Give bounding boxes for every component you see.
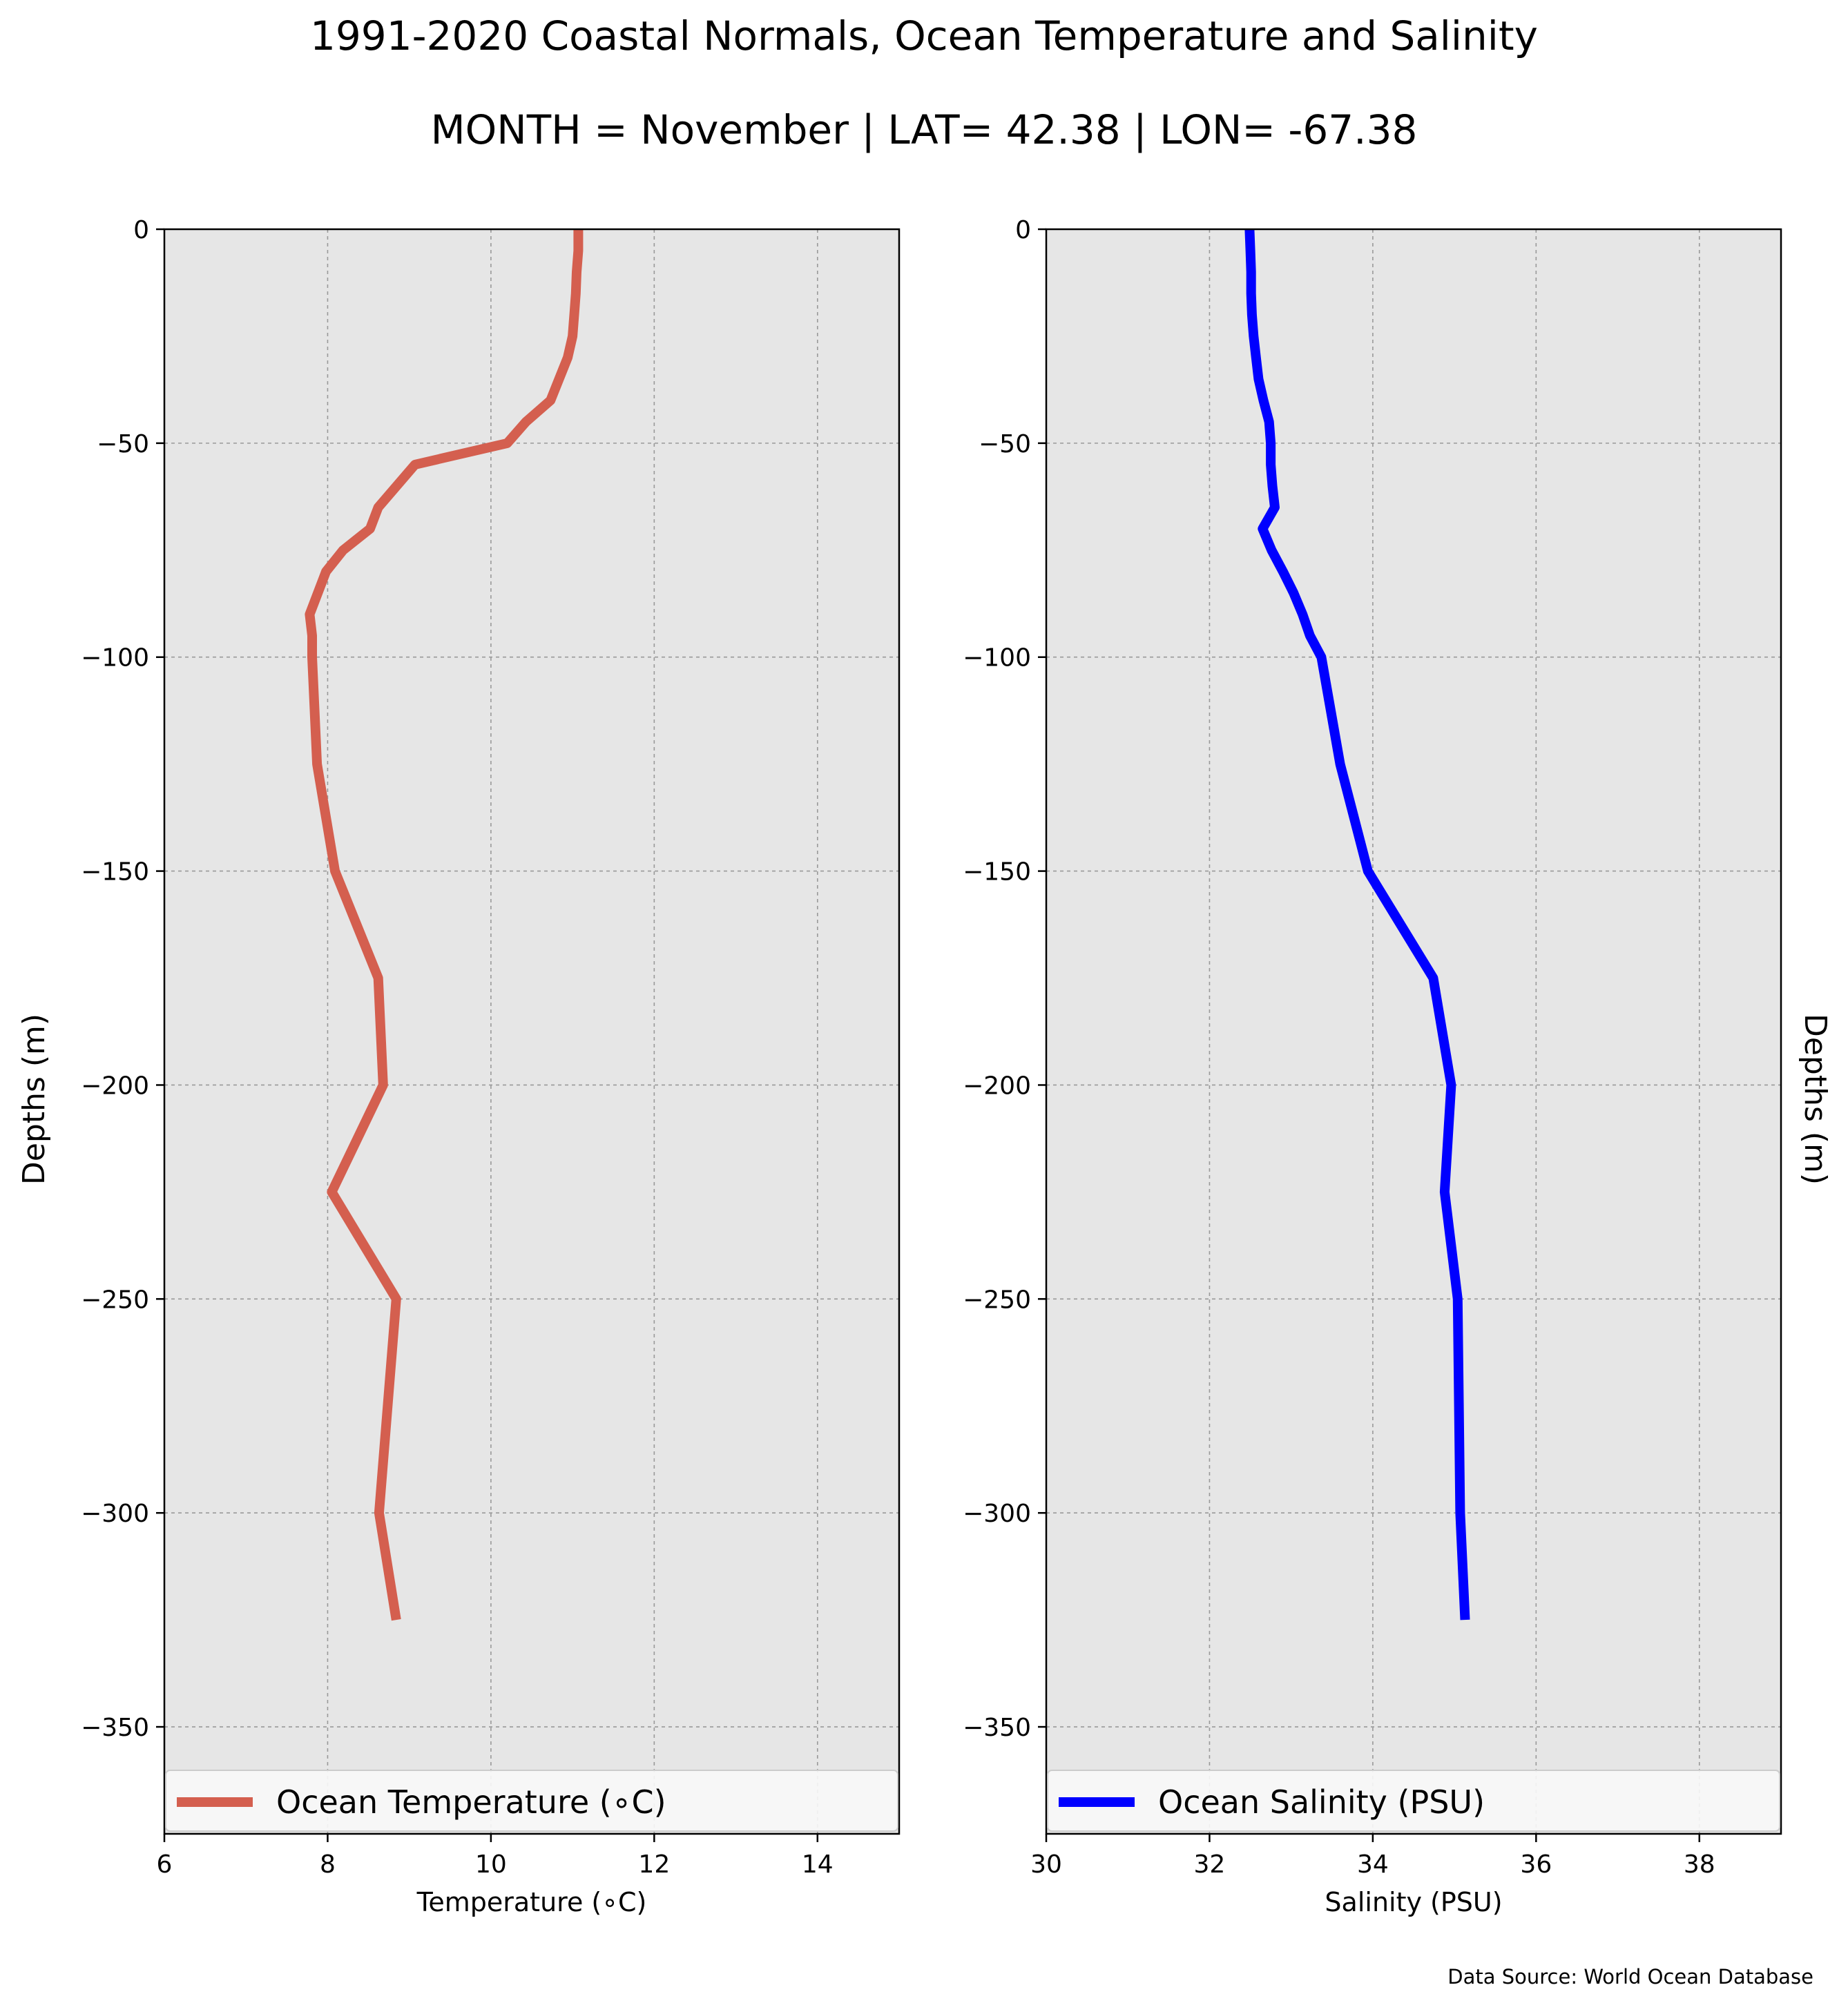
x-tick-label: 36 xyxy=(1520,1850,1552,1879)
temperature-series-line xyxy=(305,229,584,1621)
salinity-panel: 30 32 34 36 38 0 −50 −100 −150 −200 −250 −300 −350 Sa… xyxy=(963,216,1782,1917)
y-tick-label: −300 xyxy=(963,1500,1031,1528)
salinity-x-axis-label: Salinity (PSU) xyxy=(1325,1887,1502,1917)
y-tick-label: −100 xyxy=(963,644,1031,672)
x-tick-label: 30 xyxy=(1030,1850,1062,1879)
y-tick-label: −50 xyxy=(97,430,149,458)
y-tick-label: −100 xyxy=(81,644,149,672)
x-tick-label: 38 xyxy=(1684,1850,1715,1879)
y-tick-label: −150 xyxy=(81,858,149,887)
chart-subtitle: MONTH = November | LAT= 42.38 | LON= -67… xyxy=(431,106,1418,153)
x-tick-label: 14 xyxy=(802,1850,834,1879)
y-tick-label: −250 xyxy=(963,1286,1031,1314)
temperature-legend: Ocean Temperature (∘C) xyxy=(165,1770,898,1832)
y-tick-label: −300 xyxy=(81,1500,149,1528)
legend-box xyxy=(165,1770,898,1832)
legend-box xyxy=(1047,1770,1780,1832)
y-tick-label: −350 xyxy=(963,1714,1031,1742)
y-tick-label: 0 xyxy=(1015,216,1031,244)
salinity-legend: Ocean Salinity (PSU) xyxy=(1047,1770,1780,1832)
x-tick-label: 8 xyxy=(320,1850,336,1879)
temperature-x-axis-label: Temperature (∘C) xyxy=(416,1887,647,1917)
plot-area xyxy=(164,229,899,1834)
axes-frame xyxy=(1045,228,1782,1835)
temperature-panel: 6 8 10 12 14 0 −50 −100 −150 −200 −250 −300 −350 Temp… xyxy=(81,216,901,1917)
x-tick-label: 34 xyxy=(1357,1850,1389,1879)
y-tick-label: 0 xyxy=(133,216,149,244)
y-tick-label: −50 xyxy=(979,430,1031,458)
y-tick-label: −200 xyxy=(81,1072,149,1100)
axes-frame xyxy=(163,228,901,1835)
x-tick-label: 6 xyxy=(157,1850,173,1879)
legend-label: Ocean Salinity (PSU) xyxy=(1158,1783,1485,1821)
data-source-note: Data Source: World Ocean Database xyxy=(1447,1965,1813,1989)
plot-area xyxy=(1046,229,1781,1834)
left-y-axis-label: Depths (m) xyxy=(17,1014,52,1185)
y-tick-label: −150 xyxy=(963,858,1031,887)
x-tick-label: 10 xyxy=(475,1850,507,1879)
y-tick-label: −350 xyxy=(81,1714,149,1742)
x-tick-label: 32 xyxy=(1194,1850,1226,1879)
right-y-axis-label: Depths (m) xyxy=(1798,1014,1833,1185)
legend-label: Ocean Temperature (∘C) xyxy=(276,1783,666,1821)
x-tick-label: 12 xyxy=(638,1850,670,1879)
chart-title: 1991-2020 Coastal Normals, Ocean Tempera… xyxy=(310,12,1538,59)
salinity-series-line xyxy=(1244,229,1470,1620)
y-tick-label: −250 xyxy=(81,1286,149,1314)
y-tick-label: −200 xyxy=(963,1072,1031,1100)
